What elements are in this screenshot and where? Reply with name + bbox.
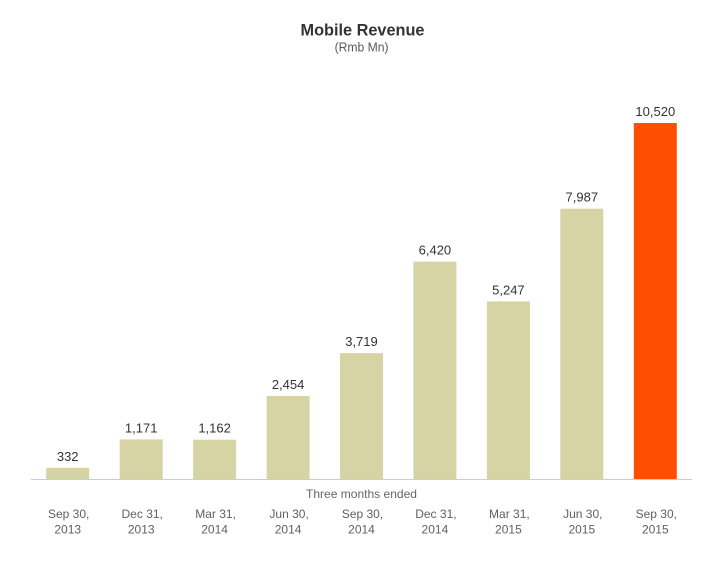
svg-text:(Rmb Mn): (Rmb Mn)	[335, 39, 389, 54]
svg-text:2013: 2013	[128, 522, 155, 536]
svg-text:10,520: 10,520	[635, 104, 675, 119]
svg-text:Dec 31,: Dec 31,	[415, 507, 456, 521]
svg-text:Sep 30,: Sep 30,	[48, 507, 89, 521]
svg-text:Sep 30,: Sep 30,	[636, 507, 677, 521]
svg-text:6,420: 6,420	[419, 243, 452, 258]
svg-text:3,719: 3,719	[345, 334, 378, 349]
svg-text:2014: 2014	[275, 522, 302, 536]
svg-text:2014: 2014	[201, 522, 228, 536]
svg-text:1,171: 1,171	[125, 420, 158, 435]
svg-text:332: 332	[57, 449, 79, 464]
svg-text:2014: 2014	[348, 522, 375, 536]
svg-text:2013: 2013	[54, 522, 81, 536]
svg-text:2014: 2014	[422, 522, 449, 536]
svg-text:7,987: 7,987	[566, 190, 599, 205]
svg-text:Dec 31,: Dec 31,	[122, 507, 163, 521]
svg-text:2015: 2015	[568, 522, 595, 536]
svg-text:5,247: 5,247	[492, 282, 525, 297]
svg-text:Jun 30,: Jun 30,	[563, 507, 602, 521]
svg-text:2015: 2015	[642, 522, 669, 536]
svg-text:Three months ended: Three months ended	[306, 487, 417, 501]
svg-text:2015: 2015	[495, 522, 522, 536]
svg-text:2,454: 2,454	[272, 377, 305, 392]
svg-text:Mar 31,: Mar 31,	[195, 507, 236, 521]
svg-text:Mobile Revenue: Mobile Revenue	[301, 21, 425, 40]
svg-text:Jun 30,: Jun 30,	[269, 507, 308, 521]
svg-text:Mar 31,: Mar 31,	[489, 507, 530, 521]
svg-text:Sep 30,: Sep 30,	[342, 507, 383, 521]
svg-text:1,162: 1,162	[198, 421, 231, 436]
